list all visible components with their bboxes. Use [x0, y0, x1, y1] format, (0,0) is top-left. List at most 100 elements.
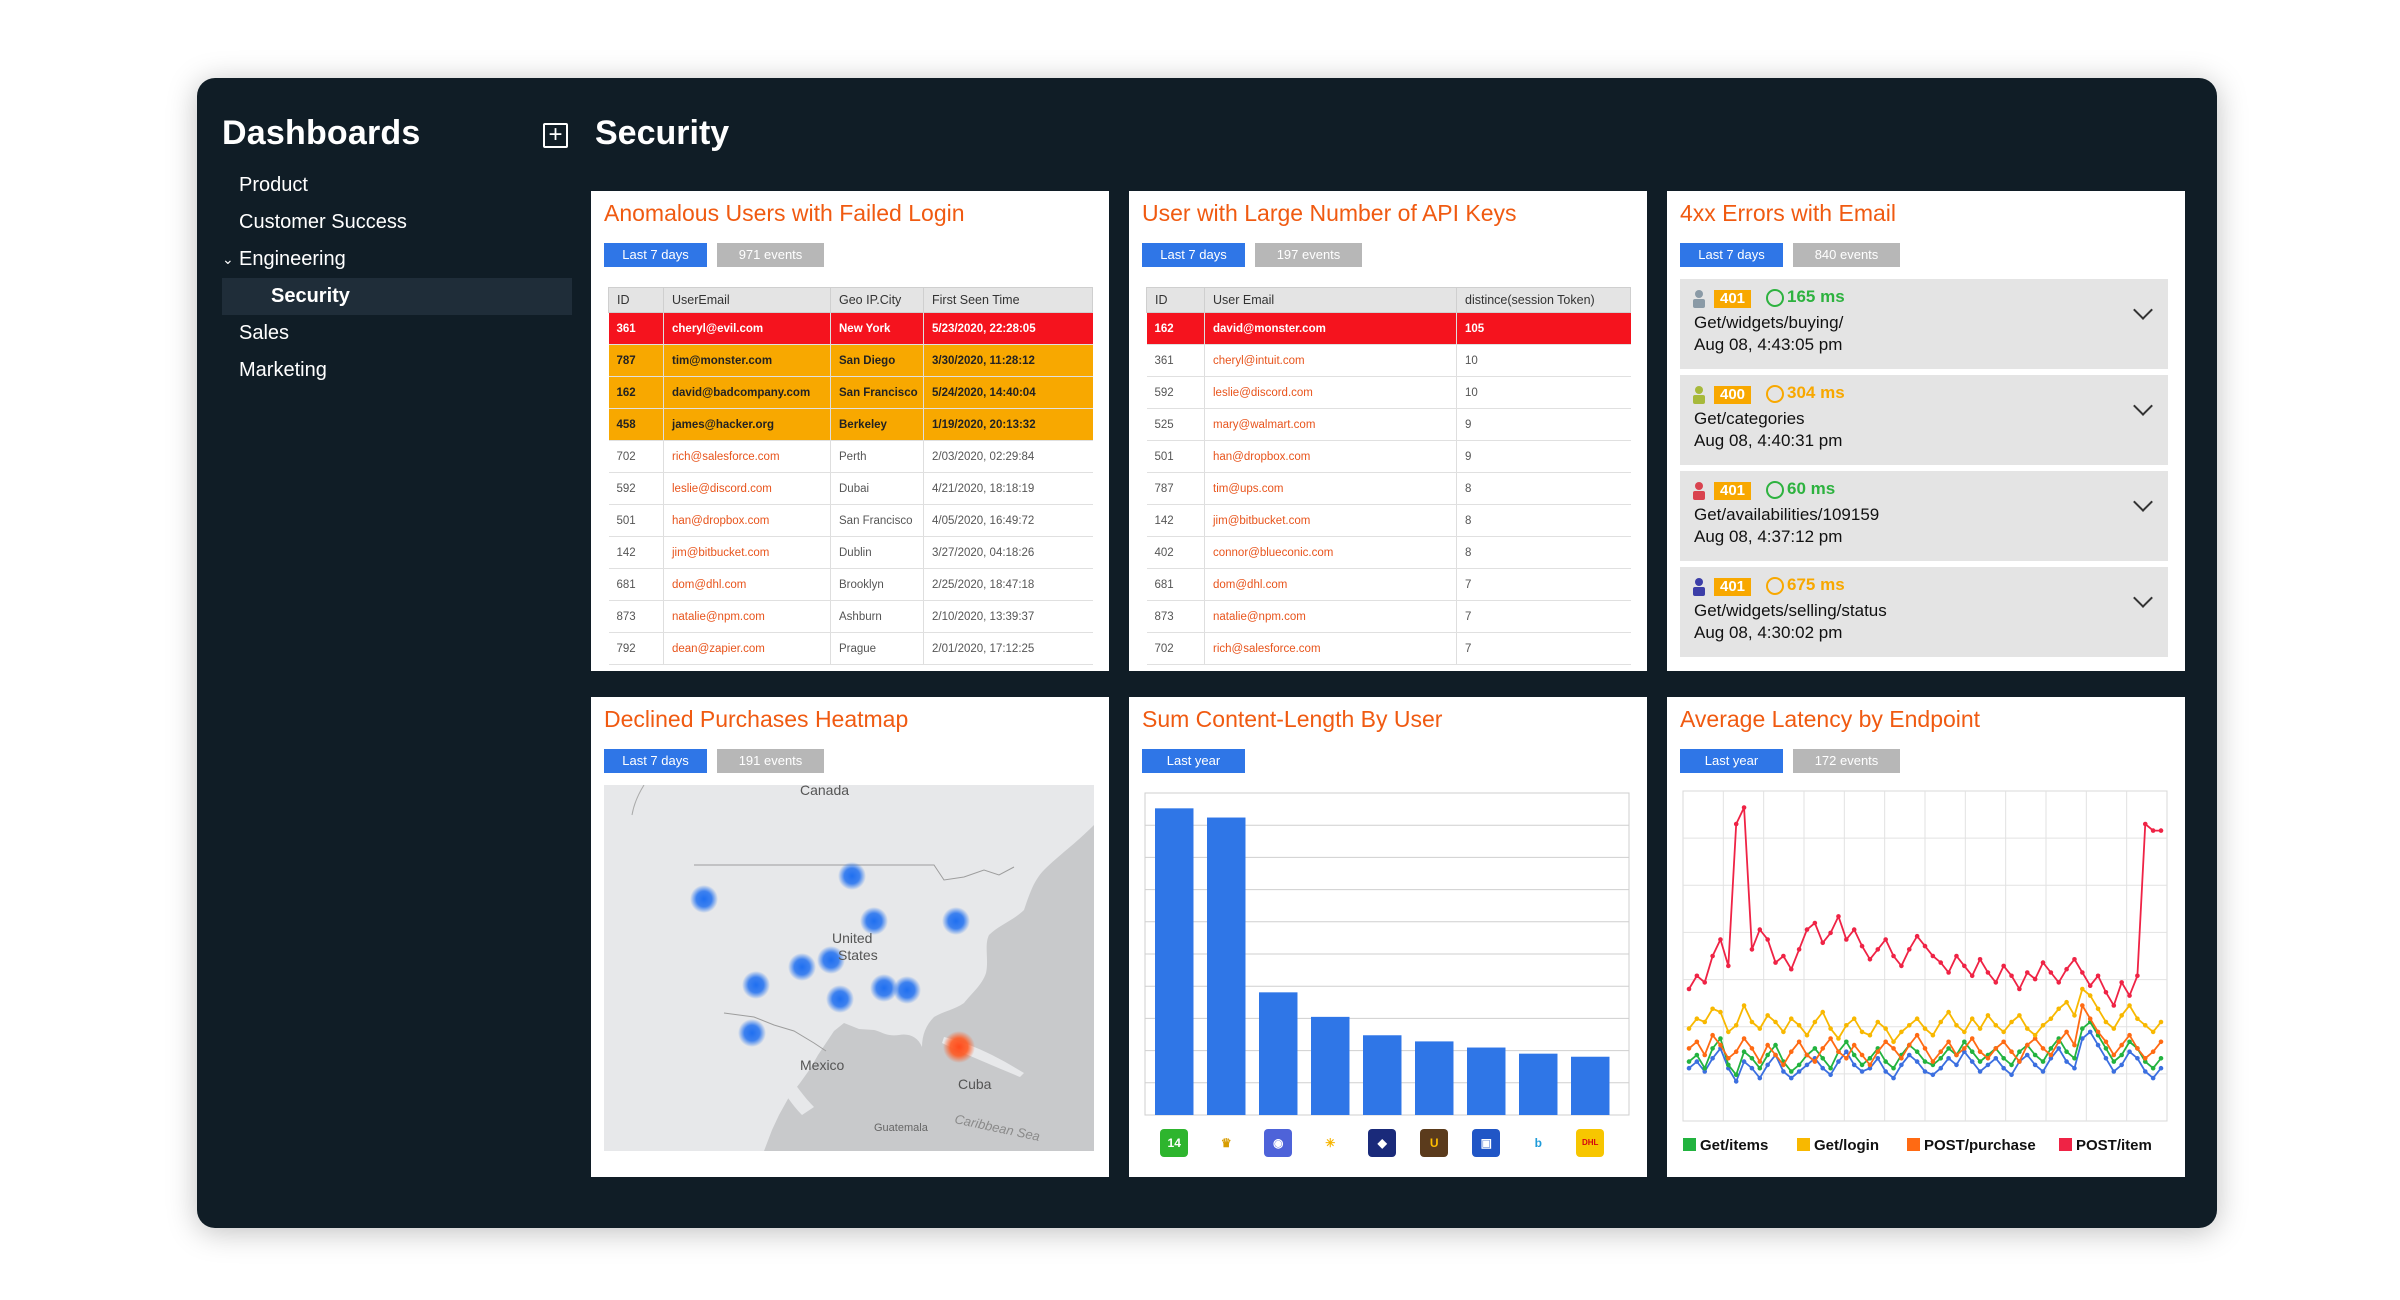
legend-item[interactable]: Get/login — [1797, 1137, 1879, 1154]
bar[interactable] — [1311, 1016, 1350, 1115]
data-point — [1844, 1056, 1849, 1061]
status-code-badge: 401 — [1714, 578, 1752, 596]
error-card[interactable]: 400 304 ms Get/categories Aug 08, 4:40:31 p… — [1680, 375, 2168, 465]
row-id: 873 — [608, 600, 664, 633]
chevron-down-icon[interactable] — [2133, 492, 2153, 512]
sidebar-item-sales[interactable]: Sales — [222, 315, 572, 352]
data-point — [1718, 1009, 1723, 1015]
sidebar-item-customer-success[interactable]: Customer Success — [222, 204, 572, 241]
row-email: dom@dhl.com — [663, 568, 831, 601]
data-point — [2111, 1003, 2117, 1008]
table-row[interactable]: 361 cheryl@evil.com New York 5/23/2020, 22:… — [608, 312, 1093, 345]
time-range-badge[interactable]: Last 7 days — [604, 243, 707, 267]
time-range-badge[interactable]: Last year — [1680, 749, 1783, 773]
heatmap-map[interactable]: Canada United States Mexico Cuba Guatema… — [604, 785, 1094, 1151]
column-header[interactable]: User Email — [1204, 287, 1457, 313]
bar[interactable] — [1363, 1035, 1402, 1115]
column-header[interactable]: First Seen Time — [923, 287, 1093, 313]
table-row[interactable]: 525 mary@walmart.com 9 — [1146, 408, 1631, 441]
table-row[interactable]: 792 dean@zapier.com Prague 2/01/2020, 17:12… — [608, 632, 1093, 665]
bar[interactable] — [1259, 992, 1298, 1115]
table-row[interactable]: 458 james@hacker.org Berkeley 1/19/2020, 20… — [608, 408, 1093, 441]
panel-title: Sum Content-Length By User — [1142, 706, 1443, 732]
legend-label: Get/items — [1700, 1137, 1769, 1154]
table-row[interactable]: 681 dom@dhl.com Brooklyn 2/25/2020, 18:47:1… — [608, 568, 1093, 601]
row-count: 8 — [1456, 504, 1631, 537]
table-row[interactable]: 787 tim@monster.com San Diego 3/30/2020, 11… — [608, 344, 1093, 377]
bar[interactable] — [1155, 808, 1194, 1115]
row-email: leslie@discord.com — [663, 472, 831, 505]
panel-api-keys: User with Large Number of API Keys Last … — [1129, 191, 1647, 671]
column-header[interactable]: UserEmail — [663, 287, 831, 313]
bar[interactable] — [1415, 1041, 1454, 1115]
data-point — [2142, 1059, 2148, 1064]
data-point — [2103, 1046, 2109, 1051]
data-point — [2127, 1003, 2132, 1008]
data-point — [2056, 980, 2062, 985]
bar[interactable] — [1571, 1056, 1610, 1115]
table-row[interactable]: 702 rich@salesforce.com Perth 2/03/2020, 02… — [608, 440, 1093, 473]
legend-item[interactable]: POST/item — [2059, 1137, 2152, 1154]
table-row[interactable]: 142 jim@bitbucket.com 8 — [1146, 504, 1631, 537]
data-point — [1796, 1023, 1802, 1028]
time-range-badge[interactable]: Last 7 days — [1142, 243, 1245, 267]
table-row[interactable]: 592 leslie@discord.com 10 — [1146, 376, 1631, 409]
sidebar-item-marketing[interactable]: Marketing — [222, 352, 572, 389]
add-dashboard-button[interactable]: + — [543, 123, 568, 148]
chevron-down-icon[interactable] — [2133, 396, 2153, 416]
table-row[interactable]: 787 tim@ups.com 8 — [1146, 472, 1631, 505]
sidebar-item-label: Sales — [239, 322, 290, 344]
bar[interactable] — [1519, 1053, 1558, 1115]
chevron-down-icon[interactable] — [2133, 588, 2153, 608]
column-header[interactable]: distince(session Token) — [1456, 287, 1631, 313]
data-point — [2080, 986, 2085, 992]
sidebar-item-product[interactable]: Product — [222, 167, 572, 204]
legend-item[interactable]: Get/items — [1683, 1137, 1768, 1154]
data-point — [2119, 980, 2124, 985]
column-header[interactable]: Geo IP.City — [830, 287, 924, 313]
sidebar-item-engineering[interactable]: ⌄ Engineering — [222, 241, 572, 278]
data-point — [1867, 1032, 1873, 1038]
row-id: 873 — [1146, 600, 1205, 633]
chevron-down-icon[interactable] — [2133, 300, 2153, 320]
column-header[interactable]: ID — [1146, 287, 1205, 313]
row-city: San Francisco — [830, 376, 924, 409]
bar[interactable] — [1467, 1047, 1506, 1115]
time-range-badge[interactable]: Last 7 days — [604, 749, 707, 773]
data-point — [1977, 1049, 1983, 1054]
data-point — [2040, 1023, 2046, 1028]
error-card[interactable]: 401 675 ms Get/widgets/selling/status Aug 0… — [1680, 567, 2168, 657]
time-range-badge[interactable]: Last year — [1142, 749, 1245, 773]
row-email: rich@salesforce.com — [663, 440, 831, 473]
data-point — [2158, 828, 2164, 833]
table-row[interactable]: 361 cheryl@intuit.com 10 — [1146, 344, 1631, 377]
table-row[interactable]: 402 connor@blueconic.com 8 — [1146, 536, 1631, 569]
time-range-badge[interactable]: Last 7 days — [1680, 243, 1783, 267]
legend-label: POST/item — [2076, 1137, 2152, 1154]
clock-icon — [1766, 577, 1784, 595]
latency-value: 675 ms — [1787, 575, 1845, 594]
chevron-down-icon[interactable]: ⌄ — [222, 251, 234, 267]
table-row[interactable]: 142 jim@bitbucket.com Dublin 3/27/2020, 04:… — [608, 536, 1093, 569]
error-card[interactable]: 401 60 ms Get/availabilities/109159 Aug 08,… — [1680, 471, 2168, 561]
table-row[interactable]: 873 natalie@npm.com Ashburn 2/10/2020, 13:3… — [608, 600, 1093, 633]
table-row[interactable]: 162 david@monster.com 105 — [1146, 312, 1631, 345]
data-point — [1686, 1059, 1692, 1064]
sidebar-item-label: Engineering — [239, 248, 346, 270]
table-row[interactable]: 501 han@dropbox.com 9 — [1146, 440, 1631, 473]
table-row[interactable]: 501 han@dropbox.com San Francisco 4/05/2020… — [608, 504, 1093, 537]
bar[interactable] — [1207, 817, 1246, 1115]
data-point — [1788, 1049, 1794, 1054]
table-row[interactable]: 873 natalie@npm.com 7 — [1146, 600, 1631, 633]
error-card[interactable]: 401 165 ms Get/widgets/buying/Aug 08, 4:43… — [1680, 279, 2168, 369]
data-point — [1812, 1046, 1818, 1051]
table-row[interactable]: 592 leslie@discord.com Dubai 4/21/2020, 18:… — [608, 472, 1093, 505]
row-time: 2/10/2020, 13:39:37 — [923, 600, 1093, 633]
table-row[interactable]: 681 dom@dhl.com 7 — [1146, 568, 1631, 601]
table-row[interactable]: 702 rich@salesforce.com 7 — [1146, 632, 1631, 665]
data-point — [1930, 1062, 1936, 1068]
legend-item[interactable]: POST/purchase — [1907, 1137, 2036, 1154]
sidebar-item-security[interactable]: Security — [222, 278, 572, 315]
column-header[interactable]: ID — [608, 287, 664, 313]
table-row[interactable]: 162 david@badcompany.com San Francisco 5/24… — [608, 376, 1093, 409]
